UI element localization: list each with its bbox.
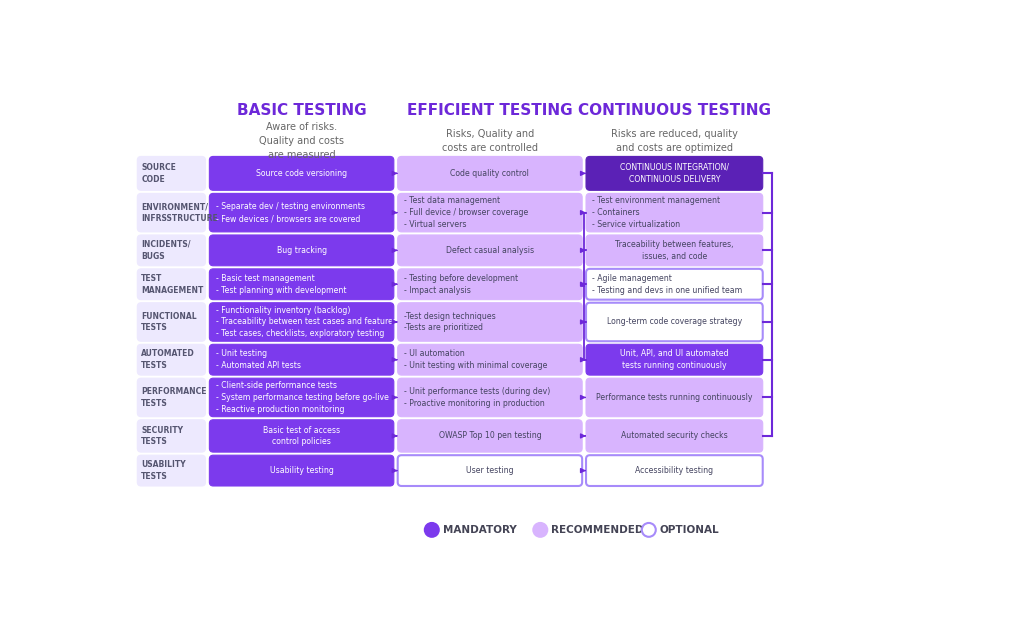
Text: USABILITY
TESTS: USABILITY TESTS xyxy=(141,460,185,481)
Text: RECOMMENDED: RECOMMENDED xyxy=(551,525,644,535)
FancyBboxPatch shape xyxy=(397,378,583,416)
Text: - Test environment management
- Containers
- Service virtualization: - Test environment management - Containe… xyxy=(592,196,720,229)
FancyBboxPatch shape xyxy=(209,157,394,190)
Text: SOURCE
CODE: SOURCE CODE xyxy=(141,163,176,184)
FancyBboxPatch shape xyxy=(209,455,394,486)
Text: - Unit performance tests (during dev)
- Proactive monitoring in production: - Unit performance tests (during dev) - … xyxy=(403,387,550,408)
Text: - UI automation
- Unit testing with minimal coverage: - UI automation - Unit testing with mini… xyxy=(403,349,547,370)
Text: Risks, Quality and
costs are controlled: Risks, Quality and costs are controlled xyxy=(442,129,538,153)
Text: Risks are reduced, quality
and costs are optimized: Risks are reduced, quality and costs are… xyxy=(611,129,738,153)
Text: - Basic test management
- Test planning with development: - Basic test management - Test planning … xyxy=(216,274,346,295)
FancyBboxPatch shape xyxy=(137,455,206,486)
FancyBboxPatch shape xyxy=(397,344,583,375)
Text: -Test design techniques
-Tests are prioritized: -Test design techniques -Tests are prior… xyxy=(403,312,496,333)
FancyBboxPatch shape xyxy=(209,193,394,232)
Text: - Unit testing
- Automated API tests: - Unit testing - Automated API tests xyxy=(216,349,301,370)
Text: Aware of risks.
Quality and costs
are measured: Aware of risks. Quality and costs are me… xyxy=(259,122,344,160)
Text: CONTINUOUS TESTING: CONTINUOUS TESTING xyxy=(578,102,771,118)
Text: Code quality control: Code quality control xyxy=(451,169,529,178)
FancyBboxPatch shape xyxy=(209,420,394,452)
FancyBboxPatch shape xyxy=(397,455,583,486)
Text: - Client-side performance tests
- System performance testing before go-live
- Re: - Client-side performance tests - System… xyxy=(216,381,388,414)
Text: Long-term code coverage strategy: Long-term code coverage strategy xyxy=(607,318,742,326)
Circle shape xyxy=(534,523,547,537)
FancyBboxPatch shape xyxy=(397,303,583,341)
FancyBboxPatch shape xyxy=(137,269,206,300)
Text: User testing: User testing xyxy=(466,466,514,475)
FancyBboxPatch shape xyxy=(397,269,583,300)
Text: PERFORMANCE
TESTS: PERFORMANCE TESTS xyxy=(141,387,207,408)
FancyBboxPatch shape xyxy=(209,269,394,300)
Text: Unit, API, and UI automated
tests running continuously: Unit, API, and UI automated tests runnin… xyxy=(621,349,729,370)
Text: - Agile management
- Testing and devs in one unified team: - Agile management - Testing and devs in… xyxy=(592,274,742,295)
Text: - Functionality inventory (backlog)
- Traceability between test cases and featur: - Functionality inventory (backlog) - Tr… xyxy=(216,305,396,338)
Text: - Separate dev / testing environments
- Few devices / browsers are covered: - Separate dev / testing environments - … xyxy=(216,202,365,223)
FancyBboxPatch shape xyxy=(137,193,206,232)
Text: SECURITY
TESTS: SECURITY TESTS xyxy=(141,426,183,446)
Text: INCIDENTS/
BUGS: INCIDENTS/ BUGS xyxy=(141,240,190,261)
Text: BASIC TESTING: BASIC TESTING xyxy=(237,102,367,118)
Text: CONTINUOUS INTEGRATION/
CONTINUOUS DELIVERY: CONTINUOUS INTEGRATION/ CONTINUOUS DELIV… xyxy=(620,163,729,184)
FancyBboxPatch shape xyxy=(397,157,583,190)
FancyBboxPatch shape xyxy=(586,344,763,375)
FancyBboxPatch shape xyxy=(586,157,763,190)
FancyBboxPatch shape xyxy=(586,235,763,266)
FancyBboxPatch shape xyxy=(397,235,583,266)
Text: ENVIRONMENT/
INFRSSTRUCTURE: ENVIRONMENT/ INFRSSTRUCTURE xyxy=(141,202,218,223)
Text: - Test data management
- Full device / browser coverage
- Virtual servers: - Test data management - Full device / b… xyxy=(403,196,528,229)
Text: Accessibility testing: Accessibility testing xyxy=(635,466,714,475)
FancyBboxPatch shape xyxy=(137,378,206,416)
FancyBboxPatch shape xyxy=(137,420,206,452)
Text: Automated security checks: Automated security checks xyxy=(621,431,728,441)
FancyBboxPatch shape xyxy=(209,235,394,266)
Circle shape xyxy=(425,523,438,537)
FancyBboxPatch shape xyxy=(586,269,763,300)
FancyBboxPatch shape xyxy=(586,378,763,416)
FancyBboxPatch shape xyxy=(137,344,206,375)
Text: Defect casual analysis: Defect casual analysis xyxy=(445,246,534,255)
Text: FUNCTIONAL
TESTS: FUNCTIONAL TESTS xyxy=(141,312,197,333)
FancyBboxPatch shape xyxy=(586,193,763,232)
Text: Bug tracking: Bug tracking xyxy=(276,246,327,255)
Text: AUTOMATED
TESTS: AUTOMATED TESTS xyxy=(141,349,195,370)
FancyBboxPatch shape xyxy=(137,235,206,266)
FancyBboxPatch shape xyxy=(209,303,394,341)
FancyBboxPatch shape xyxy=(137,303,206,341)
FancyBboxPatch shape xyxy=(586,303,763,341)
Text: Source code versioning: Source code versioning xyxy=(256,169,347,178)
FancyBboxPatch shape xyxy=(209,378,394,416)
Text: Traceability between features,
issues, and code: Traceability between features, issues, a… xyxy=(615,240,733,261)
FancyBboxPatch shape xyxy=(586,455,763,486)
Text: Performance tests running continuously: Performance tests running continuously xyxy=(596,393,753,402)
Text: OPTIONAL: OPTIONAL xyxy=(659,525,719,535)
FancyBboxPatch shape xyxy=(397,193,583,232)
Text: TEST
MANAGEMENT: TEST MANAGEMENT xyxy=(141,274,204,295)
Text: EFFICIENT TESTING: EFFICIENT TESTING xyxy=(408,102,572,118)
FancyBboxPatch shape xyxy=(209,344,394,375)
FancyBboxPatch shape xyxy=(397,420,583,452)
Text: Basic test of access
control policies: Basic test of access control policies xyxy=(263,426,340,446)
FancyBboxPatch shape xyxy=(137,157,206,190)
Text: MANDATORY: MANDATORY xyxy=(442,525,516,535)
Text: - Testing before development
- Impact analysis: - Testing before development - Impact an… xyxy=(403,274,518,295)
Text: OWASP Top 10 pen testing: OWASP Top 10 pen testing xyxy=(438,431,542,441)
Text: Usability testing: Usability testing xyxy=(269,466,334,475)
Circle shape xyxy=(642,523,655,537)
FancyBboxPatch shape xyxy=(586,420,763,452)
